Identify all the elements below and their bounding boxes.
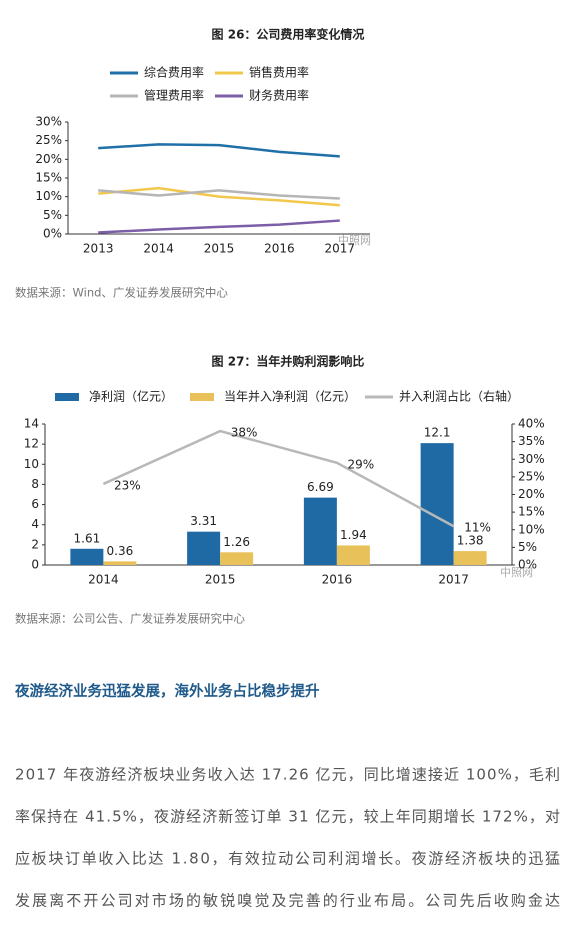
y-tick-label: 20% xyxy=(35,152,62,166)
x-tick-label: 2017 xyxy=(325,242,356,256)
y-tick-label: 0% xyxy=(43,227,62,241)
watermark: 中照网 xyxy=(500,566,533,579)
data-label: 29% xyxy=(348,457,375,471)
x-tick-label: 2016 xyxy=(322,573,353,587)
data-label: 11% xyxy=(464,521,491,535)
y2-tick-label: 20% xyxy=(518,487,545,501)
watermark: 中照网 xyxy=(338,234,371,247)
section-heading: 夜游经济业务迅猛发展，海外业务占比稳步提升 xyxy=(14,682,320,700)
paragraph-line: 发展离不开公司对市场的敏锐嗅觉及完善的行业布局。公司先后收购金达 xyxy=(15,892,560,910)
data-label: 6.69 xyxy=(307,480,334,494)
y2-tick-label: 5% xyxy=(518,540,537,554)
y-tick-label: 8 xyxy=(31,477,39,491)
bar xyxy=(303,497,337,565)
x-tick-label: 2015 xyxy=(205,573,236,587)
data-label: 0.36 xyxy=(107,544,134,558)
data-label: 12.1 xyxy=(424,426,451,440)
line-series xyxy=(98,143,340,158)
y2-tick-label: 10% xyxy=(518,522,545,536)
y2-tick-label: 40% xyxy=(518,417,545,431)
y-tick-label: 4 xyxy=(31,517,39,531)
legend-swatch xyxy=(190,393,214,401)
y-tick-label: 14 xyxy=(24,417,39,431)
legend-label: 销售费用率 xyxy=(249,65,309,80)
legend-label: 管理费用率 xyxy=(144,88,204,103)
legend-label: 财务费用率 xyxy=(249,88,309,103)
paragraph-line: 2017 年夜游经济板块业务收入达 17.26 亿元，同比增速接近 100%，毛… xyxy=(15,766,560,784)
data-label: 1.94 xyxy=(340,528,367,542)
data-label: 1.61 xyxy=(74,531,101,545)
paragraph-line: 率保持在 41.5%，夜游经济新签订单 31 亿元，较上年同期增长 172%，对 xyxy=(15,808,560,826)
x-tick-label: 2014 xyxy=(143,242,174,256)
x-tick-label: 2013 xyxy=(83,242,114,256)
data-label: 23% xyxy=(114,478,141,492)
paragraph-line: 应板块订单收入比达 1.80，有效拉动公司利润增长。夜游经济板块的迅猛 xyxy=(15,850,560,868)
y-tick-label: 30% xyxy=(35,115,62,129)
chart-title: 图 27：当年并购利润影响比 xyxy=(212,354,365,369)
y-tick-label: 10 xyxy=(24,457,39,471)
source-note: 数据来源：Wind、广发证券发展研究中心 xyxy=(15,286,228,300)
bar xyxy=(220,552,254,565)
y2-tick-label: 35% xyxy=(518,434,545,448)
y-tick-label: 5% xyxy=(43,208,62,222)
line-series xyxy=(98,219,340,234)
y-tick-label: 15% xyxy=(35,171,62,185)
legend-label: 并入利润占比（右轴） xyxy=(399,389,519,404)
x-tick-label: 2015 xyxy=(204,242,235,256)
data-label: 38% xyxy=(231,426,258,440)
y2-tick-label: 0% xyxy=(518,558,537,572)
bar xyxy=(420,443,454,565)
legend-label: 当年并入净利润（亿元） xyxy=(224,389,356,404)
bar xyxy=(103,561,137,565)
y2-tick-label: 25% xyxy=(518,469,545,483)
x-tick-label: 2017 xyxy=(438,573,469,587)
line-series xyxy=(98,189,340,200)
y-tick-label: 25% xyxy=(35,133,62,147)
source-note: 数据来源：公司公告、广发证券发展研究中心 xyxy=(15,612,245,626)
legend-label: 净利润（亿元） xyxy=(89,389,173,404)
line-series xyxy=(102,429,455,528)
bar xyxy=(187,531,221,565)
x-tick-label: 2014 xyxy=(88,573,119,587)
legend-label: 综合费用率 xyxy=(144,65,204,80)
bar xyxy=(336,545,370,565)
y-tick-label: 6 xyxy=(31,497,39,511)
data-label: 1.26 xyxy=(223,535,250,549)
y-tick-label: 12 xyxy=(24,437,39,451)
legend-swatch xyxy=(55,393,79,401)
y-tick-label: 0 xyxy=(31,558,39,572)
data-label: 1.38 xyxy=(457,534,484,548)
x-tick-label: 2016 xyxy=(264,242,295,256)
y2-tick-label: 30% xyxy=(518,452,545,466)
line-series xyxy=(98,186,340,207)
bar xyxy=(70,548,104,565)
bar xyxy=(453,551,487,565)
chart-title: 图 26：公司费用率变化情况 xyxy=(212,27,365,42)
y2-tick-label: 15% xyxy=(518,505,545,519)
y-tick-label: 10% xyxy=(35,189,62,203)
y-tick-label: 2 xyxy=(31,537,39,551)
data-label: 3.31 xyxy=(190,514,217,528)
